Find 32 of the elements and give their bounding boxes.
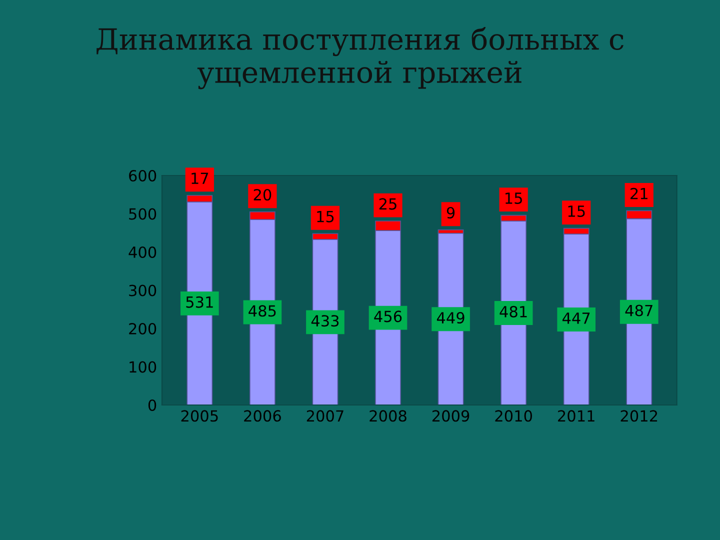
data-label: 17 (192, 172, 208, 184)
x-tick-label: 2011 (558, 410, 594, 422)
data-label: 25 (379, 198, 396, 210)
data-label: 20 (254, 188, 272, 201)
x-tick-label: 2009 (432, 410, 470, 422)
y-tick-label: 500 (129, 208, 156, 220)
x-tick-label: 2007 (306, 410, 344, 422)
data-label: 15 (317, 210, 334, 222)
data-label: 9 (446, 206, 455, 219)
y-tick-label: 400 (128, 246, 156, 258)
data-label: 21 (630, 188, 648, 200)
y-tick-label: 100 (130, 361, 156, 373)
x-tick-label: 2005 (181, 410, 218, 422)
x-tick-label: 2006 (244, 410, 281, 422)
data-label: 15 (506, 192, 522, 204)
data-label: 456 (374, 310, 402, 322)
x-tick-label: 2008 (370, 410, 406, 422)
data-label: 531 (186, 296, 213, 308)
y-tick-label: 300 (129, 284, 156, 296)
x-tick-label: 2012 (620, 410, 658, 422)
data-label: 487 (625, 304, 652, 316)
data-label: 447 (562, 312, 590, 324)
data-label: 433 (311, 315, 339, 327)
x-tick-label: 2010 (495, 410, 532, 422)
data-label: 481 (500, 306, 527, 318)
y-tick-label: 200 (129, 322, 156, 335)
data-label: 485 (248, 305, 276, 317)
data-label: 15 (568, 206, 585, 217)
chart-title: Динамика поступления больных с ущемленной грыжей (96, 27, 624, 90)
y-tick-label: 0 (148, 399, 156, 412)
data-label: 449 (436, 312, 464, 324)
y-tick-label: 600 (129, 170, 156, 182)
